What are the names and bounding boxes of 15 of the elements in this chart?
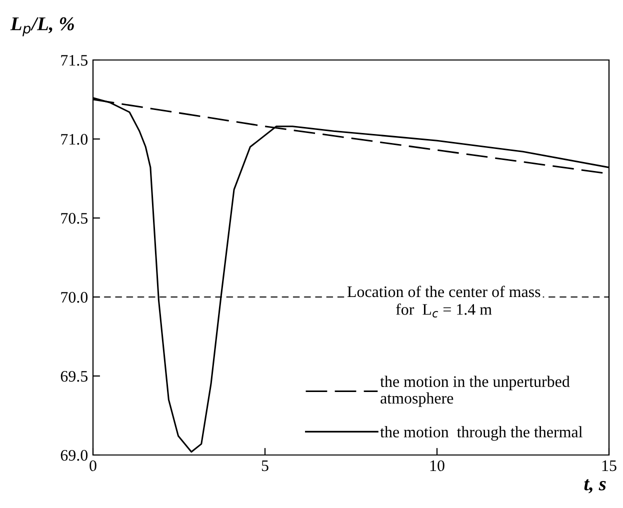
x-axis-title: t, s bbox=[584, 479, 606, 494]
x-tick-label: 5 bbox=[262, 460, 268, 472]
x-tick-label: 0 bbox=[90, 460, 96, 472]
annotation: Location of the center of mass for L$_{c}$ = 1.4 m bbox=[347, 286, 540, 318]
legend-label: the motion in the unperturbed atmosphere bbox=[380, 376, 570, 407]
x-tick-label: 10 bbox=[430, 460, 444, 472]
y-tick-label: 69.0 bbox=[60, 450, 88, 461]
y-tick-label: 69.5 bbox=[60, 370, 88, 382]
y-tick-label: 71.0 bbox=[61, 134, 88, 145]
y-tick-label: 70.0 bbox=[61, 292, 88, 303]
y-tick-label: 71.5 bbox=[61, 54, 88, 66]
legend-label: the motion through the thermal bbox=[380, 426, 582, 441]
y-axis-title: L$_{p}$/L, % bbox=[10, 17, 74, 36]
x-tick-label: 15 bbox=[602, 460, 616, 472]
y-tick-label: 70.5 bbox=[61, 212, 88, 224]
